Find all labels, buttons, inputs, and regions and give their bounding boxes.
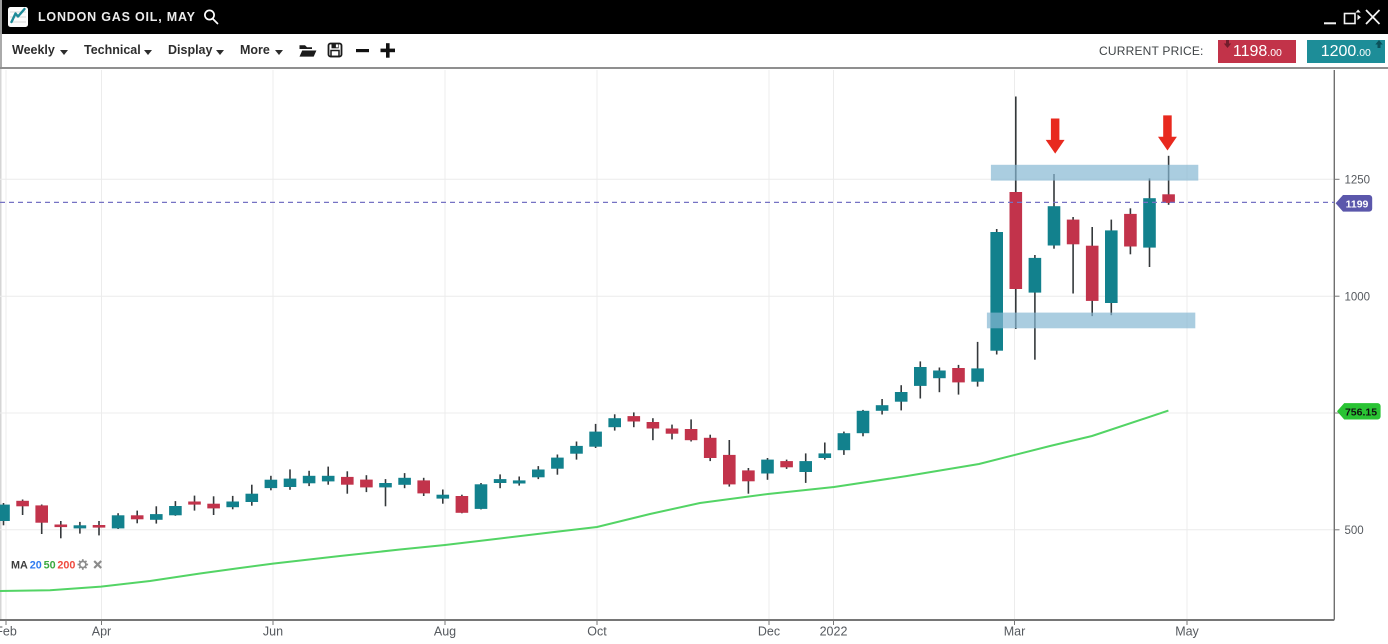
svg-text:1199: 1199 [1346, 198, 1369, 210]
svg-text:Aug: Aug [434, 625, 456, 639]
svg-text:50: 50 [44, 559, 56, 571]
svg-text:Dec: Dec [758, 625, 780, 639]
svg-text:1000: 1000 [1345, 291, 1371, 303]
svg-text:756.15: 756.15 [1345, 406, 1377, 418]
svg-text:1250: 1250 [1345, 175, 1371, 187]
svg-text:Apr: Apr [92, 625, 111, 639]
svg-text:MA: MA [11, 559, 28, 571]
svg-text:2022: 2022 [820, 625, 848, 639]
svg-text:Oct: Oct [587, 625, 607, 639]
svg-text:May: May [1175, 625, 1199, 639]
svg-text:200: 200 [57, 559, 75, 571]
svg-text:Jun: Jun [263, 625, 283, 639]
svg-text:Mar: Mar [1004, 625, 1026, 639]
svg-text:Feb: Feb [0, 625, 17, 639]
svg-text:500: 500 [1345, 525, 1364, 537]
svg-text:20: 20 [30, 559, 42, 571]
